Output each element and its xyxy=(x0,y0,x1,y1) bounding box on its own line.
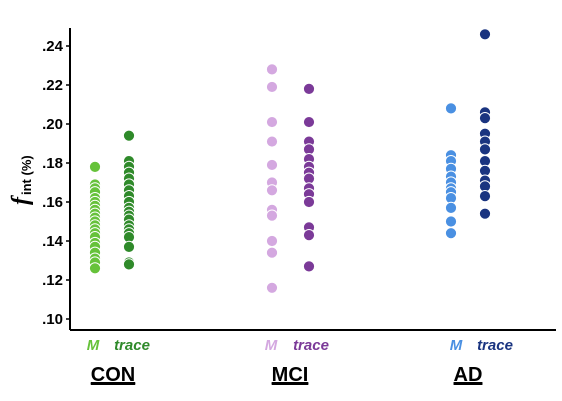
data-point-con-trace xyxy=(122,258,136,271)
group-label-mci: MCI xyxy=(272,364,309,386)
data-point-ad-m xyxy=(444,201,458,214)
data-point-mci-trace xyxy=(302,82,316,96)
series-label-con-trace: trace xyxy=(114,337,150,354)
data-point-con-trace xyxy=(122,240,136,253)
data-point-mci-trace xyxy=(302,260,316,273)
data-point-ad-m xyxy=(444,227,458,240)
group-label-ad: AD xyxy=(454,364,483,386)
data-point-ad-trace xyxy=(478,143,492,156)
y-axis-label: fint (%) xyxy=(8,155,34,205)
data-point-mci-m xyxy=(265,135,279,148)
data-point-ad-trace xyxy=(478,190,492,203)
data-point-mci-m xyxy=(265,184,279,197)
data-point-ad-trace xyxy=(478,207,492,220)
data-point-mci-m xyxy=(265,281,279,294)
data-point-ad-trace xyxy=(478,28,492,41)
series-label-mci-m: M xyxy=(265,337,278,354)
y-tick-label: .12 xyxy=(42,272,63,289)
data-point-mci-m xyxy=(265,209,279,222)
y-axis-label-main: f xyxy=(8,195,34,205)
y-ticks: .10 .12 .14 .16 .18 .20 .22 .24 xyxy=(42,38,70,328)
data-point-con-m xyxy=(88,262,102,275)
data-point-con-trace xyxy=(122,129,136,142)
data-point-ad-trace xyxy=(478,112,492,125)
series-label-ad-m: M xyxy=(450,337,463,354)
data-point-mci-m xyxy=(265,246,279,259)
series-label-mci-trace: trace xyxy=(293,337,329,354)
y-tick-label: .10 xyxy=(42,311,63,328)
y-tick-label: .16 xyxy=(42,194,63,211)
y-tick-label: .24 xyxy=(42,38,64,55)
y-tick-label: .14 xyxy=(42,233,64,250)
data-point-mci-m xyxy=(265,80,279,94)
data-point-mci-trace xyxy=(302,115,316,129)
y-tick-label: .22 xyxy=(42,77,63,94)
y-tick-label: .20 xyxy=(42,116,63,133)
data-point-ad-m xyxy=(444,215,458,228)
data-point-mci-trace xyxy=(302,195,316,209)
data-point-con-m xyxy=(88,160,102,173)
data-points xyxy=(88,28,492,294)
data-point-mci-trace xyxy=(302,229,316,242)
y-axis-label-sub: int (%) xyxy=(19,155,34,195)
group-label-con: CON xyxy=(91,364,135,386)
data-point-mci-m xyxy=(265,158,279,172)
series-label-con-m: M xyxy=(87,337,100,354)
series-label-ad-trace: trace xyxy=(477,337,513,354)
y-tick-label: .18 xyxy=(42,155,63,172)
data-point-mci-m xyxy=(265,115,279,129)
data-point-mci-m xyxy=(265,63,279,76)
data-point-ad-m xyxy=(444,102,458,115)
data-point-mci-m xyxy=(265,234,279,248)
